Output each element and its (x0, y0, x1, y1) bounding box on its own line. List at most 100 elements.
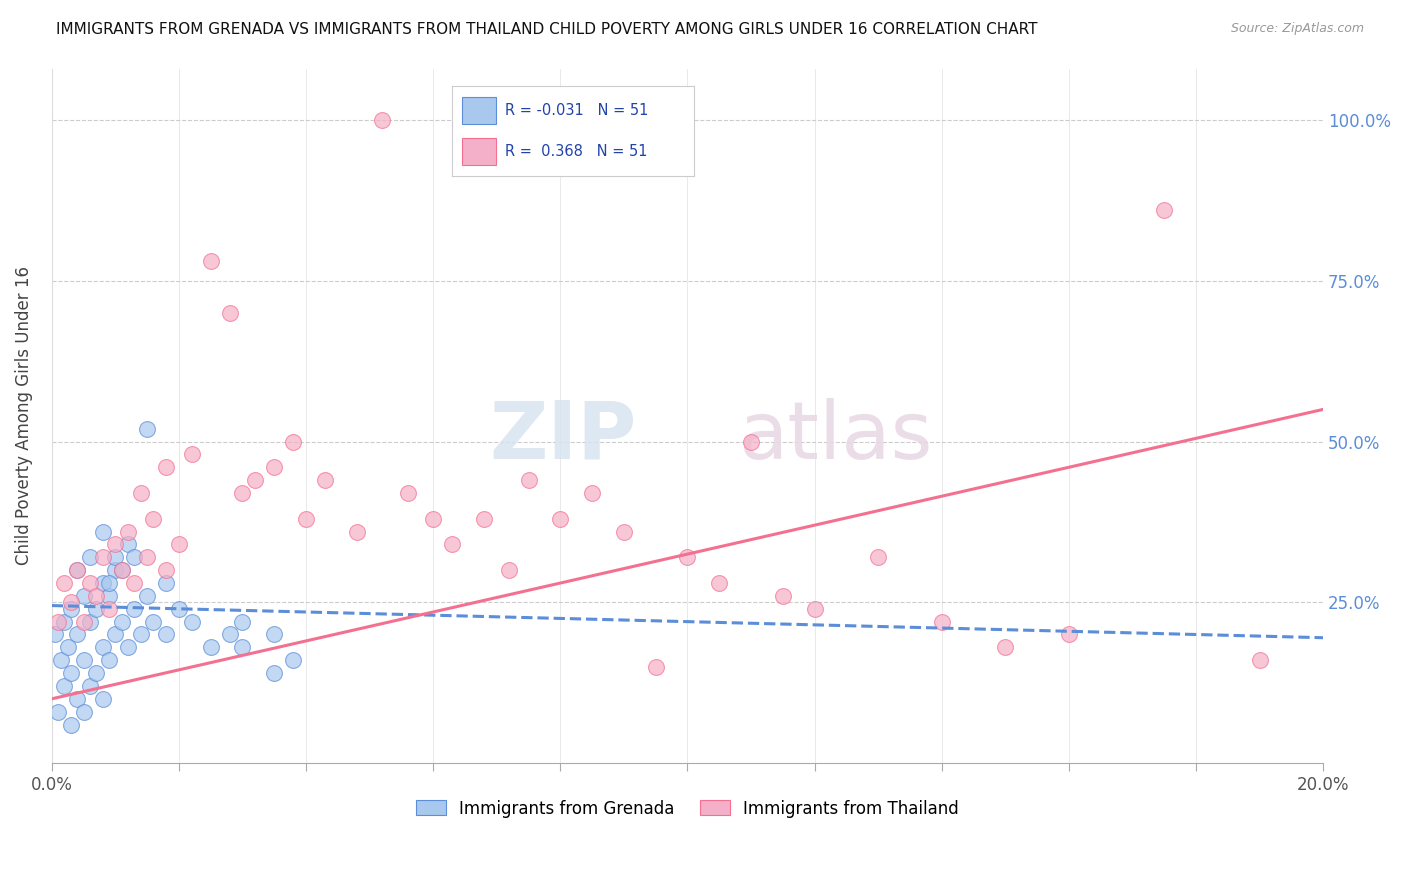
Point (1153, 202, 1175, 217)
Point (72, 589, 94, 603)
Point (371, 112, 394, 127)
Text: IMMIGRANTS FROM GRENADA VS IMMIGRANTS FROM THAILAND CHILD POVERTY AMONG GIRLS UN: IMMIGRANTS FROM GRENADA VS IMMIGRANTS FR… (56, 22, 1038, 37)
Point (124, 576, 146, 591)
Point (613, 524, 636, 539)
Point (59, 601, 82, 615)
Point (231, 640, 253, 655)
Point (517, 473, 540, 487)
Legend: Immigrants from Grenada, Immigrants from Thailand: Immigrants from Grenada, Immigrants from… (409, 793, 966, 824)
Point (550, 512, 572, 526)
Point (263, 666, 285, 681)
Point (53, 615, 76, 629)
Point (200, 640, 222, 655)
Point (97, 653, 120, 667)
Point (136, 422, 159, 436)
Point (72, 705, 94, 719)
Point (46, 705, 69, 719)
Point (111, 563, 134, 577)
Point (97, 601, 120, 615)
Point (1057, 627, 1080, 641)
Point (91, 576, 114, 591)
Point (994, 640, 1017, 655)
Point (79, 576, 101, 591)
Point (129, 486, 152, 500)
Point (167, 537, 190, 551)
Point (59, 595, 82, 609)
Point (218, 627, 240, 641)
Point (155, 563, 177, 577)
Point (72, 615, 94, 629)
Point (111, 563, 134, 577)
Point (931, 615, 953, 629)
Point (104, 563, 127, 577)
Point (231, 615, 253, 629)
Point (72, 653, 94, 667)
Text: Source: ZipAtlas.com: Source: ZipAtlas.com (1230, 22, 1364, 36)
Point (66, 563, 89, 577)
Point (155, 460, 177, 475)
Point (111, 615, 134, 629)
Point (346, 524, 368, 539)
Point (104, 627, 127, 641)
Point (53, 576, 76, 591)
Point (66, 627, 89, 641)
Point (441, 537, 464, 551)
Point (104, 550, 127, 565)
Point (142, 512, 165, 526)
Point (709, 576, 731, 591)
Point (91, 640, 114, 655)
Point (283, 653, 305, 667)
Point (142, 615, 165, 629)
Point (498, 563, 520, 577)
Point (155, 576, 177, 591)
Point (53, 679, 76, 693)
Point (84, 589, 107, 603)
Point (772, 589, 794, 603)
Point (66, 691, 89, 706)
Point (104, 537, 127, 551)
Point (581, 486, 603, 500)
Point (422, 512, 444, 526)
Point (167, 601, 190, 615)
Point (91, 550, 114, 565)
Point (472, 512, 495, 526)
Point (66, 563, 89, 577)
Text: atlas: atlas (738, 398, 932, 475)
Point (129, 627, 152, 641)
Point (84, 666, 107, 681)
Point (644, 659, 666, 673)
Point (91, 691, 114, 706)
Point (84, 601, 107, 615)
Point (243, 473, 266, 487)
Point (117, 537, 139, 551)
Point (155, 627, 177, 641)
Point (79, 550, 101, 565)
Point (79, 615, 101, 629)
Point (59, 666, 82, 681)
Point (263, 460, 285, 475)
Point (51, 653, 73, 667)
Text: ZIP: ZIP (489, 398, 637, 475)
Point (79, 679, 101, 693)
Point (396, 486, 419, 500)
Point (218, 306, 240, 320)
Point (117, 524, 139, 539)
Point (136, 550, 159, 565)
Point (180, 447, 202, 461)
Point (124, 550, 146, 565)
Y-axis label: Child Poverty Among Girls Under 16: Child Poverty Among Girls Under 16 (15, 267, 32, 566)
Point (46, 615, 69, 629)
Point (200, 254, 222, 268)
Point (97, 576, 120, 591)
Point (676, 550, 699, 565)
Point (803, 601, 825, 615)
Point (44, 627, 66, 641)
Point (59, 717, 82, 731)
Point (56, 640, 79, 655)
Point (117, 640, 139, 655)
Point (868, 550, 890, 565)
Point (136, 589, 159, 603)
Point (180, 615, 202, 629)
Point (1249, 653, 1271, 667)
Point (263, 627, 285, 641)
